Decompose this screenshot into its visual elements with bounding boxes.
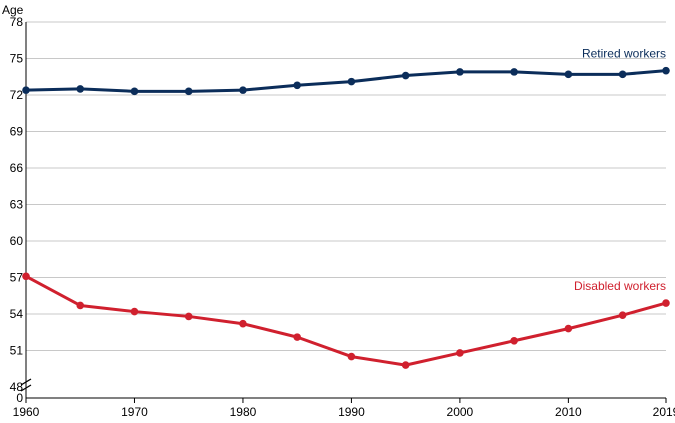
- x-tick-label: 1970: [121, 405, 148, 419]
- data-point: [510, 336, 518, 345]
- data-point: [293, 333, 301, 341]
- data-point: [184, 87, 193, 96]
- y-tick-label: 51: [10, 344, 24, 358]
- data-point: [662, 299, 670, 307]
- y-tick-label: 60: [10, 234, 24, 248]
- data-point: [130, 307, 139, 316]
- x-tick-label: 2000: [447, 405, 474, 419]
- axis-break-mark: [20, 378, 32, 392]
- data-point: [456, 68, 464, 76]
- data-point: [347, 352, 356, 361]
- series: Retired workers Disabled workers: [22, 47, 670, 369]
- data-point: [76, 301, 85, 310]
- data-point: [347, 77, 356, 86]
- y-tick-label: 78: [10, 15, 24, 29]
- y-tick-label: 66: [10, 161, 24, 175]
- x-tick-label: 1990: [338, 405, 365, 419]
- data-point: [564, 70, 573, 79]
- y-tick-label: 75: [10, 52, 24, 66]
- y-tick-label: 0: [16, 391, 23, 405]
- x-tick-label: 1980: [230, 405, 257, 419]
- y-tick-label: 57: [10, 271, 24, 285]
- x-tick-labels: 1960 1970 1980 1990 2000 2010 2019: [13, 398, 675, 419]
- data-point: [239, 86, 247, 94]
- data-point: [618, 311, 627, 320]
- x-tick-label: 2010: [555, 405, 582, 419]
- y-tick-label: 72: [10, 88, 24, 102]
- data-point: [401, 71, 410, 80]
- data-point: [293, 81, 301, 90]
- data-point: [401, 361, 410, 369]
- data-point: [22, 86, 30, 94]
- data-point: [184, 312, 193, 321]
- y-tick-labels: 048 51 54 57 60 63 66 69 72 75 78: [10, 15, 24, 405]
- axes: Age: [2, 3, 666, 399]
- y-tick-label: 69: [10, 125, 24, 139]
- x-tick-label: 1960: [13, 405, 40, 419]
- y-tick-label: 54: [10, 307, 24, 321]
- series-0: Retired workers: [22, 47, 670, 96]
- data-point: [510, 68, 518, 76]
- data-point: [564, 324, 573, 333]
- series-line: [25, 274, 667, 367]
- x-tick-label: 2019: [653, 405, 675, 419]
- data-point: [618, 70, 627, 79]
- data-point: [130, 87, 139, 96]
- series-label: Retired workers: [582, 47, 666, 61]
- data-point: [456, 349, 464, 357]
- data-point: [662, 66, 670, 75]
- series-label: Disabled workers: [574, 279, 666, 293]
- y-tick-label: 48: [10, 380, 24, 394]
- series-1: Disabled workers: [22, 272, 670, 369]
- y-tick-label: 63: [10, 198, 24, 212]
- data-point: [22, 272, 30, 281]
- y-axis-title: Age: [2, 3, 24, 17]
- data-point: [76, 85, 85, 93]
- data-point: [239, 319, 247, 328]
